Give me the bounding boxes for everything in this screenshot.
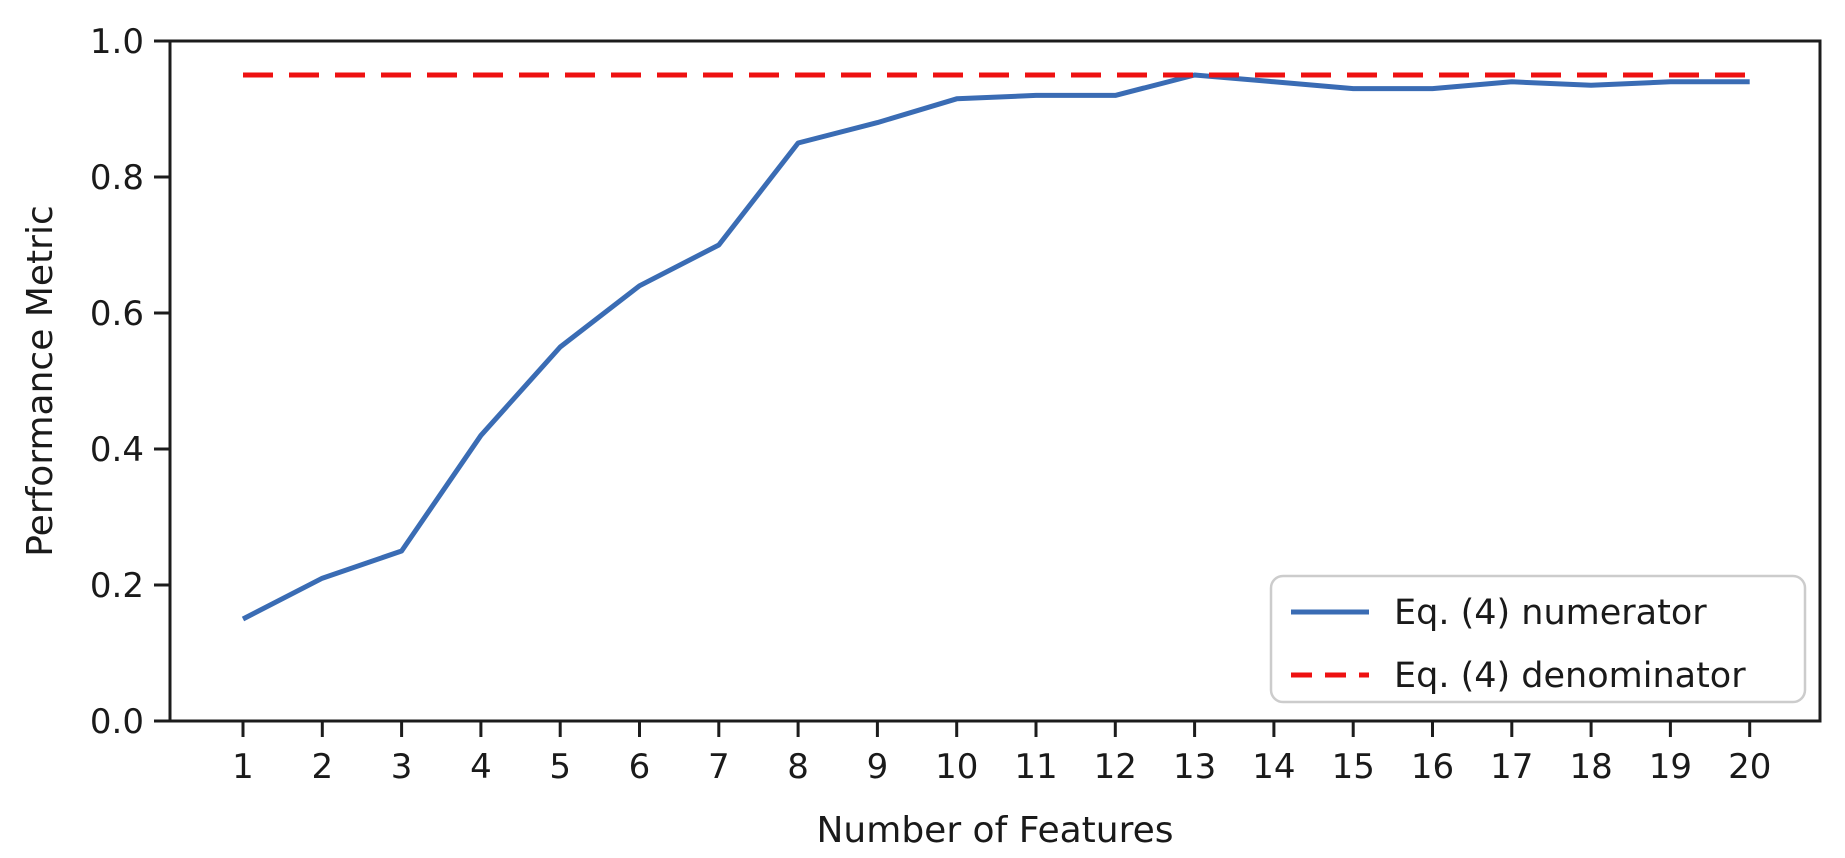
legend-label-denominator: Eq. (4) denominator	[1394, 656, 1746, 696]
x-tick-label: 12	[1094, 747, 1137, 787]
y-tick-label: 1.0	[90, 22, 144, 62]
x-tick-label: 7	[708, 747, 730, 787]
x-tick-label: 8	[787, 747, 809, 787]
x-tick-label: 19	[1649, 747, 1692, 787]
x-tick-label: 17	[1490, 747, 1533, 787]
x-tick-label: 15	[1332, 747, 1375, 787]
x-tick-label: 10	[935, 747, 978, 787]
x-tick-label: 18	[1569, 747, 1612, 787]
x-tick-label: 9	[867, 747, 889, 787]
y-tick-label: 0.4	[90, 430, 144, 470]
x-axis-label: Number of Features	[817, 810, 1174, 851]
legend-box	[1269, 574, 1807, 704]
y-axis-label: Performance Metric	[20, 205, 61, 557]
plot-border	[168, 39, 1822, 723]
y-tick-label: 0.8	[90, 158, 144, 198]
axis-ticks: 0.00.20.40.60.81.01 2 3 4 5 6 7 8 9 10 11 12 13 14 15 1…	[90, 22, 1771, 787]
x-tick-label: 14	[1252, 747, 1295, 787]
y-tick-label: 0.6	[90, 294, 144, 334]
y-tick-label: 0.2	[90, 566, 144, 606]
x-tick-label: 4	[470, 747, 492, 787]
x-tick-label: 11	[1014, 747, 1057, 787]
x-tick-label: 20	[1728, 747, 1771, 787]
legend-label-numerator: Eq. (4) numerator	[1394, 593, 1707, 633]
x-tick-label: 5	[549, 747, 571, 787]
x-tick-label: 3	[391, 747, 413, 787]
x-tick-label: 1	[232, 747, 254, 787]
x-tick-label: 6	[629, 747, 651, 787]
y-tick-label: 0.0	[90, 702, 144, 742]
x-tick-label: 2	[311, 747, 333, 787]
series-line-numerator	[241, 72, 1750, 622]
chart-series	[241, 72, 1750, 622]
x-tick-label: 13	[1173, 747, 1216, 787]
legend: Eq. (4) numerator Eq. (4) denominator	[1269, 574, 1807, 704]
x-tick-label: 16	[1411, 747, 1454, 787]
